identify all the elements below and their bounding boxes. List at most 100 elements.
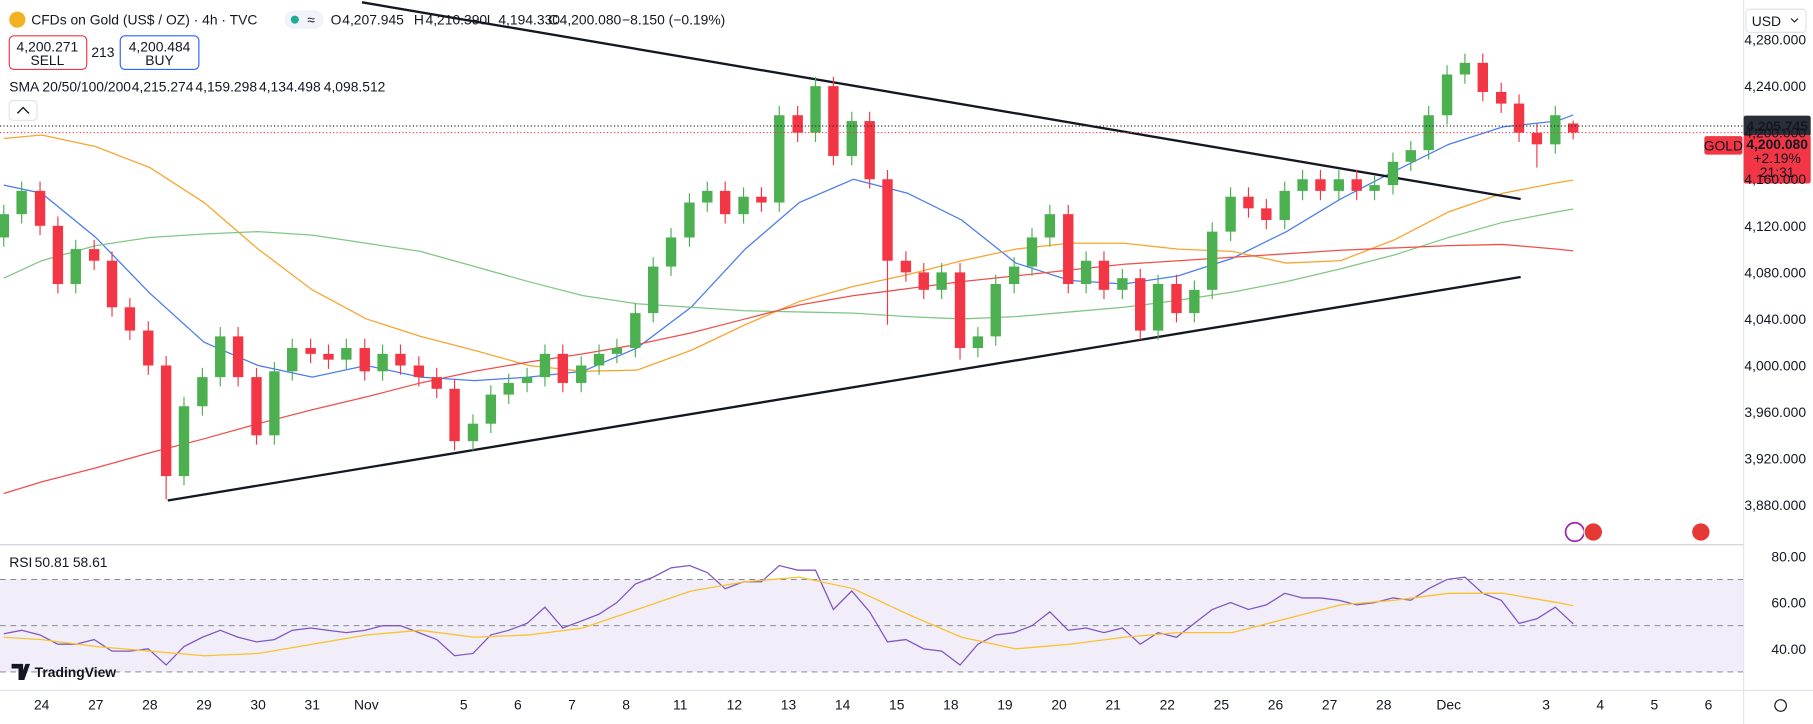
- candle-body: [1117, 278, 1128, 290]
- sma-line: [3, 134, 1574, 372]
- candle-body: [1152, 284, 1164, 331]
- candle-body: [954, 272, 966, 349]
- candle-body: [1550, 115, 1561, 145]
- candle-body: [1441, 74, 1453, 116]
- change-label: +2.19%: [1753, 150, 1800, 166]
- y-tick-label: 3,920.000: [1744, 451, 1806, 467]
- candle-body: [1567, 123, 1579, 133]
- candle-body: [395, 353, 406, 366]
- candle-body: [1351, 179, 1362, 191]
- event-icon[interactable]: [1564, 521, 1585, 543]
- candle-body: [900, 260, 912, 273]
- candle-body: [756, 196, 767, 203]
- candle-body: [143, 330, 154, 366]
- candle-body: [467, 423, 479, 442]
- candle-body: [1080, 260, 1092, 285]
- x-tick-label: Dec: [1436, 696, 1461, 712]
- collapse-button[interactable]: [8, 100, 38, 121]
- currency-button[interactable]: [1745, 8, 1807, 33]
- rsi-band: [0, 579, 1744, 672]
- candle-body: [1171, 284, 1182, 314]
- candle-body: [846, 121, 857, 156]
- sma-value: 4,098.512: [324, 79, 386, 95]
- candle-body: [539, 353, 551, 378]
- overlay: CFDs on Gold (US$ / OZ) · 4h · TVC ≈ O 4,…: [8, 8, 1811, 712]
- candle-body: [972, 336, 984, 349]
- candle-body: [106, 260, 118, 308]
- candle-body: [341, 348, 352, 360]
- candle-body: [232, 336, 244, 378]
- sma-line: [3, 114, 1574, 382]
- rsi-legend: RSI 50.81 58.61: [9, 554, 108, 570]
- sell-button[interactable]: [8, 35, 88, 70]
- candle-body: [178, 406, 190, 477]
- candle-body: [1531, 132, 1543, 145]
- candle-body: [936, 272, 947, 290]
- x-tick-label: 3: [1542, 696, 1550, 712]
- candle-body: [1333, 179, 1345, 191]
- candle-body: [215, 336, 226, 378]
- candle-body: [413, 365, 425, 378]
- ohlc-value: 4,210.390: [426, 12, 488, 28]
- symbol-title: CFDs on Gold (US$ / OZ) · 4h · TVC: [31, 12, 257, 28]
- buy-button[interactable]: [119, 35, 200, 70]
- buy-label[interactable]: BUY: [145, 52, 173, 68]
- sell-price[interactable]: 4,200.271: [17, 38, 79, 54]
- candle-body: [1207, 231, 1218, 290]
- y-tick-label: 4,160.000: [1744, 171, 1806, 187]
- x-tick-label: 28: [142, 696, 158, 712]
- event-flag[interactable]: [1691, 522, 1711, 542]
- x-tick-label: 8: [622, 696, 630, 712]
- symbol-label: GOLD: [1704, 137, 1743, 153]
- candle-body: [269, 371, 280, 436]
- brand-logo: [11, 663, 31, 681]
- candle-body: [34, 190, 46, 226]
- candle-body: [16, 190, 27, 215]
- candle-body: [287, 348, 298, 372]
- x-tick-label: 5: [460, 696, 468, 712]
- buy-price[interactable]: 4,200.484: [129, 38, 191, 54]
- x-tick-label: 27: [88, 696, 104, 712]
- candle-body: [1513, 103, 1525, 133]
- sma-legend: SMA 20/50/100/200 4,215.274 4,159.298 4,13…: [9, 79, 385, 95]
- candle-body: [990, 284, 1001, 337]
- symbol-label-box: [1704, 136, 1743, 155]
- sell-label[interactable]: SELL: [30, 52, 64, 68]
- candle-body: [918, 272, 929, 290]
- price-label: 4,205.745: [1746, 118, 1808, 134]
- settings-icon[interactable]: [1774, 699, 1787, 712]
- candle-body: [738, 196, 749, 215]
- x-tick-label: 31: [305, 696, 321, 712]
- currency[interactable]: USD: [1752, 13, 1781, 29]
- ohlc-key: H: [414, 12, 424, 28]
- trend-line: [167, 275, 1521, 502]
- countdown-label: 21:31: [1760, 164, 1795, 180]
- plot-area: [0, 1, 1744, 673]
- event-flag[interactable]: [1583, 522, 1604, 542]
- x-tick-label: 21: [1105, 696, 1121, 712]
- candle-body: [1297, 179, 1308, 191]
- x-tick-label: 25: [1214, 696, 1230, 712]
- ohlc-value: 4,194.330: [498, 12, 560, 28]
- candle-body: [1008, 266, 1020, 285]
- candle-body: [828, 86, 839, 156]
- candle-body: [1243, 196, 1254, 209]
- candle-body: [1315, 179, 1326, 191]
- candle-body: [124, 307, 136, 331]
- status-pill: [284, 10, 324, 29]
- x-tick-label: 29: [196, 696, 212, 712]
- price-change: −8.150 (−0.19%): [622, 12, 725, 28]
- candle-body: [485, 394, 497, 424]
- candle-body: [1459, 62, 1471, 75]
- sma-line: [3, 208, 1574, 320]
- trend-line: [361, 1, 1521, 201]
- candle-body: [611, 348, 623, 354]
- x-tick-label: 15: [889, 696, 905, 712]
- candle-body: [719, 190, 731, 215]
- x-tick-label: 18: [943, 696, 959, 712]
- x-tick-label: 11: [673, 696, 688, 712]
- candle-body: [0, 214, 9, 238]
- candle-body: [70, 249, 81, 285]
- x-tick-label: 20: [1051, 696, 1067, 712]
